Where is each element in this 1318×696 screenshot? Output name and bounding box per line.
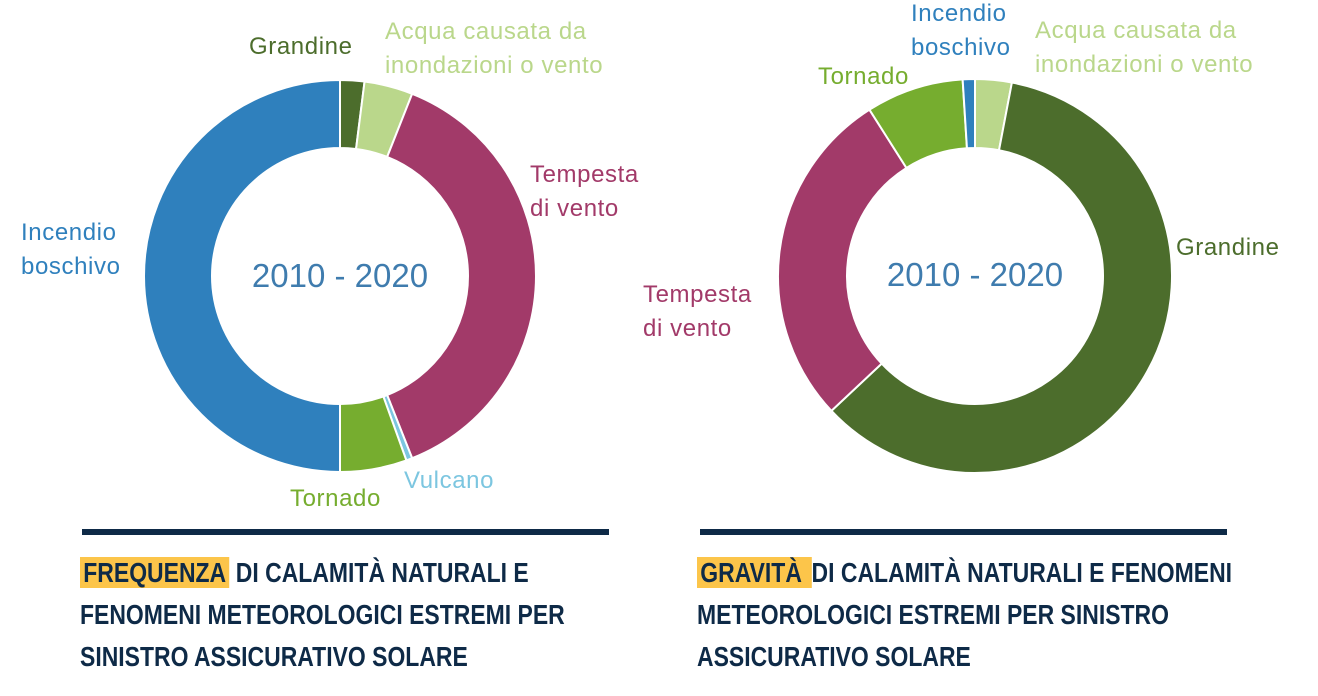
caption-line-3: ASSICURATIVO SOLARE xyxy=(697,641,971,672)
label-acqua: Acqua causata da inondazioni o vento xyxy=(385,18,604,79)
slice-incendio xyxy=(961,77,976,150)
label-tempesta: Tempesta di vento xyxy=(643,281,752,342)
severity-chart-panel: 2010 - 2020 Incendio boschivo Acqua caus… xyxy=(643,0,1318,696)
label-vulcano: Vulcano xyxy=(404,467,495,494)
caption-highlight: FREQUENZA xyxy=(80,557,230,588)
label-incendio: Incendio boschivo xyxy=(21,219,121,280)
slice-grandine xyxy=(829,81,1173,474)
label-grandine: Grandine xyxy=(249,33,353,60)
label-grandine: Grandine xyxy=(1176,234,1280,261)
center-label: 2010 - 2020 xyxy=(252,257,428,294)
frequency-donut-chart: 2010 - 2020 xyxy=(143,78,537,474)
caption-divider xyxy=(82,529,609,535)
caption-line-1: DI CALAMITÀ NATURALI E xyxy=(229,557,529,588)
label-incendio: Incendio boschivo xyxy=(911,0,1011,61)
caption-divider xyxy=(700,529,1227,535)
caption-highlight: GRAVITÀ xyxy=(697,557,812,588)
caption-line-1: DI CALAMITÀ NATURALI E FENOMENI xyxy=(811,557,1233,588)
frequency-chart-panel: 2010 - 2020 Grandine Acqua causata da in… xyxy=(21,18,639,678)
label-tempesta: Tempesta di vento xyxy=(530,161,639,222)
label-tornado: Tornado xyxy=(290,485,381,512)
label-acqua: Acqua causata da inondazioni o vento xyxy=(1035,17,1254,78)
slice-tempesta xyxy=(385,92,537,460)
slice-incendio xyxy=(143,78,341,474)
caption-line-2: METEOROLOGICI ESTREMI PER SINISTRO xyxy=(697,599,1169,630)
frequency-caption: FREQUENZA DI CALAMITÀ NATURALI E FENOMEN… xyxy=(80,552,565,678)
slice-tempesta xyxy=(777,108,908,413)
center-label: 2010 - 2020 xyxy=(887,256,1063,293)
caption-line-2: FENOMENI METEOROLOGICI ESTREMI PER xyxy=(80,599,565,630)
severity-caption: GRAVITÀ DI CALAMITÀ NATURALI E FENOMENI … xyxy=(697,552,1232,678)
severity-donut-chart: 2010 - 2020 xyxy=(777,77,1173,474)
label-tornado: Tornado xyxy=(818,63,909,90)
caption-line-3: SINISTRO ASSICURATIVO SOLARE xyxy=(80,641,468,672)
